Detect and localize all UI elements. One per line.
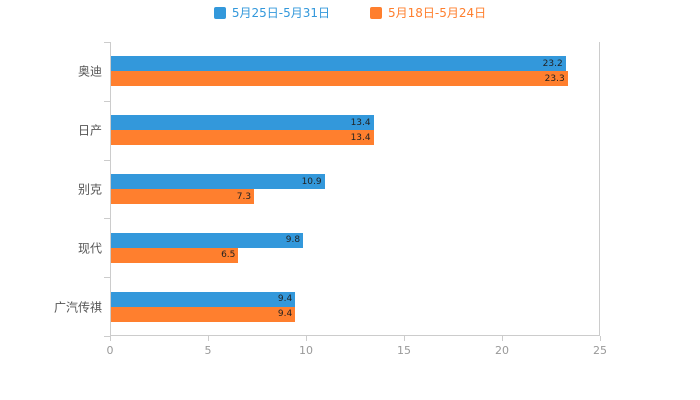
legend-swatch-orange-icon xyxy=(370,7,382,19)
bar-value-label: 23.2 xyxy=(542,58,563,69)
y-axis-category-label: 广汽传祺 xyxy=(53,300,102,315)
x-axis-tick-mark xyxy=(600,336,601,341)
bar-series-1-cat-3[interactable]: 6.5 xyxy=(111,247,239,263)
y-axis-category-label: 日产 xyxy=(77,123,102,138)
bar-value-label: 23.3 xyxy=(544,73,565,84)
x-axis-tick-label: 20 xyxy=(495,344,509,357)
bar-series-0-cat-0[interactable]: 23.2 xyxy=(111,56,566,72)
y-axis-category-label: 奥迪 xyxy=(77,64,102,79)
legend-item-week2[interactable]: 5月25日-5月31日 xyxy=(213,6,330,20)
bar-series-0-cat-2[interactable]: 10.9 xyxy=(111,174,325,189)
plot-area xyxy=(110,42,600,336)
x-axis-tick-mark xyxy=(208,336,209,341)
x-axis-tick-mark xyxy=(404,336,405,341)
x-axis-tick-label: 15 xyxy=(397,344,411,357)
x-axis-tick-mark xyxy=(110,336,111,341)
y-axis-tick-mark xyxy=(104,218,110,220)
y-axis-tick-mark xyxy=(104,277,110,279)
legend-label-week2: 5月25日-5月31日 xyxy=(231,6,330,20)
bar-value-label: 13.4 xyxy=(350,132,371,143)
legend-label-week1: 5月18日-5月24日 xyxy=(388,6,487,20)
bar-series-1-cat-2[interactable]: 7.3 xyxy=(111,189,255,204)
bar-value-label: 13.4 xyxy=(350,117,371,128)
x-axis-tick-label: 0 xyxy=(106,344,114,357)
bar-value-label: 9.4 xyxy=(277,294,293,305)
bar-value-label: 9.4 xyxy=(277,309,293,320)
bar-value-label: 9.8 xyxy=(285,235,301,246)
bar-series-0-cat-1[interactable]: 13.4 xyxy=(111,115,374,131)
bar-series-0-cat-3[interactable]: 9.8 xyxy=(111,232,304,248)
bar-value-label: 6.5 xyxy=(221,250,236,261)
y-axis-tick-mark xyxy=(104,159,110,161)
x-axis-tick-label: 5 xyxy=(204,344,212,357)
x-axis-tick-mark xyxy=(502,336,503,341)
bar-series-0-cat-4[interactable]: 9.4 xyxy=(111,291,296,307)
legend-item-week1[interactable]: 5月18日-5月24日 xyxy=(370,6,486,20)
bar-series-1-cat-0[interactable]: 23.3 xyxy=(111,71,568,87)
x-axis-tick-label: 10 xyxy=(299,344,313,357)
bar-value-label: 10.9 xyxy=(301,176,322,187)
legend-swatch-blue-icon xyxy=(213,7,226,19)
y-axis-tick-mark xyxy=(104,336,110,337)
chart-legend: 5月25日-5月31日 5月18日-5月24日 xyxy=(0,6,700,20)
y-axis-tick-mark xyxy=(104,42,110,43)
x-axis-tick-label: 25 xyxy=(593,344,607,357)
bar-series-1-cat-4[interactable]: 9.4 xyxy=(111,306,296,322)
y-axis-tick-mark xyxy=(104,100,110,102)
bar-value-label: 7.3 xyxy=(236,191,252,202)
bar-series-1-cat-1[interactable]: 13.4 xyxy=(111,130,374,146)
y-axis-category-label: 别克 xyxy=(77,182,102,197)
x-axis-tick-mark xyxy=(306,336,307,341)
y-axis-category-label: 现代 xyxy=(77,241,102,256)
